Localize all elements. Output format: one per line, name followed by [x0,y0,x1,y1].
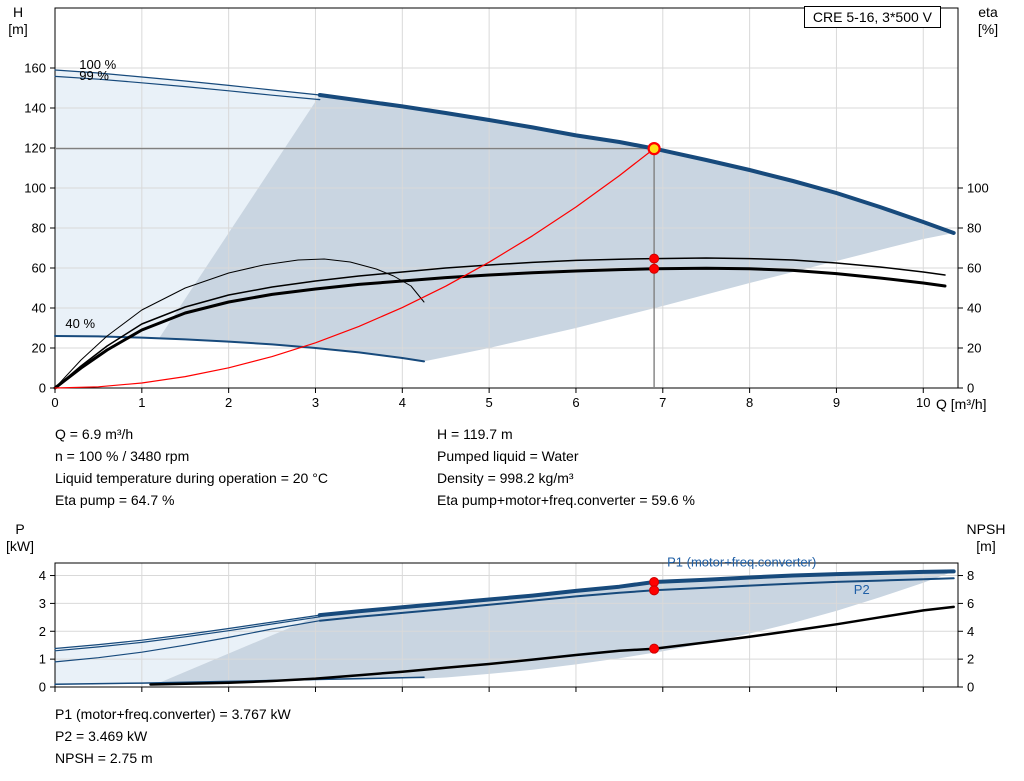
p1-point [649,577,660,588]
q-axis-label: Q [m³/h] [936,396,987,412]
curve-label: P2 [854,582,870,597]
eta-pump-motor-freq-curve [53,266,947,390]
curve-label: P1 (motor+freq.converter) [667,554,816,569]
pump-curve-100pct [317,93,956,235]
right-axis-tick-label: 6 [967,596,974,611]
pump-curve-99pct [54,75,321,101]
eta-pump-point [649,253,660,264]
x-axis-tick-label: 8 [746,395,753,410]
left-axis-tick-label: 40 [32,301,46,316]
eta-axis-symbol: eta [978,4,998,20]
eta-reduced-speed-curve [54,258,425,389]
power-info-block: P1 (motor+freq.converter) = 3.767 kW P2 … [55,703,291,769]
info-line-p2: P2 = 3.469 kW [55,728,148,744]
qh-eta-chart: 0 20 40 60 80 100 120 140 160 0 20 40 60 80 100 0 1 2 3 4 5 6… [24,7,989,410]
eta-total-point [649,263,660,274]
right-axis-tick-label: 40 [967,301,981,316]
right-axis-tick-label: 60 [967,261,981,276]
p-axis-label: P [kW] [0,521,40,555]
info-line-p1: P1 (motor+freq.converter) = 3.767 kW [55,706,291,722]
x-axis-tick-label: 2 [225,395,232,410]
x-axis-tick-label: 1 [138,395,145,410]
left-axis-tick-label: 0 [39,381,46,396]
left-axis-tick-label: 120 [24,141,46,156]
npsh-axis-symbol: NPSH [966,521,1006,537]
x-axis-tick-label: 6 [572,395,579,410]
power-npsh-chart: 0 1 2 3 4 0 2 4 6 8 P1 (motor+freq.converter) P2 [39,554,974,695]
x-axis-tick-label: 4 [399,395,406,410]
info-line-q: Q = 6.9 m³/h [55,426,134,442]
p-axis-symbol: P [15,521,25,537]
left-axis-tick-label: 0 [39,680,46,695]
left-axis-tick-label: 60 [32,261,46,276]
duty-info-right: H = 119.7 m Pumped liquid = Water Densit… [437,423,695,511]
p1-curve [317,569,956,618]
info-line-eta-total: Eta pump+motor+freq.converter = 59.6 % [437,492,695,508]
curve-label: 40 % [65,316,95,331]
info-line-speed: n = 100 % / 3480 rpm [55,448,190,464]
power-envelope-dark [159,571,954,683]
left-axis-tick-label: 160 [24,61,46,76]
x-axis-tick-label: 5 [486,395,493,410]
h-axis-unit: [m] [8,21,28,37]
h-axis-symbol: H [12,4,24,20]
npsh-axis-label: NPSH [m] [958,521,1014,555]
left-axis-tick-label: 1 [39,652,46,667]
x-axis-tick-label: 9 [833,395,840,410]
duty-point [647,142,661,156]
curve-label: 99 % [79,68,109,83]
x-axis-tick-label: 3 [312,395,319,410]
x-axis-tick-label: 7 [659,395,666,410]
h-axis-label: H [m] [0,4,36,38]
right-axis-tick-label: 8 [967,568,974,583]
right-axis-tick-label: 0 [967,680,974,695]
system-curve [54,148,655,389]
p-axis-unit: [kW] [6,538,34,554]
p1-curve-99pct [54,616,321,652]
npsh-curve [149,605,955,686]
eta-pump-curve [54,257,946,389]
left-axis-tick-label: 80 [32,221,46,236]
right-axis-tick-label: 4 [967,624,974,639]
pump-curve-100pct-low-flow [54,69,321,96]
right-axis-tick-label: 2 [967,652,974,667]
info-line-temperature: Liquid temperature during operation = 20… [55,470,328,486]
duty-info-left: Q = 6.9 m³/h n = 100 % / 3480 rpm Liquid… [55,423,328,511]
info-line-eta-pump: Eta pump = 64.7 % [55,492,175,508]
info-line-liquid: Pumped liquid = Water [437,448,579,464]
x-axis-tick-label: 0 [51,395,58,410]
info-line-density: Density = 998.2 kg/m³ [437,470,574,486]
npsh-axis-unit: [m] [976,538,996,554]
speed-envelope-light [55,70,320,338]
plot-frame [54,562,959,688]
left-axis-tick-label: 3 [39,596,46,611]
left-axis-tick-label: 20 [32,341,46,356]
left-axis-tick-label: 4 [39,568,46,583]
left-axis-tick-label: 140 [24,101,46,116]
p2-point [649,585,660,596]
right-axis-tick-label: 0 [967,381,974,396]
info-line-npsh: NPSH = 2.75 m [55,750,153,766]
right-axis-tick-label: 20 [967,341,981,356]
right-axis-tick-label: 100 [967,181,989,196]
p2-curve-low-flow [54,620,321,663]
x-axis-tick-label: 10 [916,395,930,410]
pump-title-box: CRE 5-16, 3*500 V [803,6,941,28]
right-axis-tick-label: 80 [967,221,981,236]
curve-label: 100 % [79,57,116,72]
info-line-h: H = 119.7 m [437,426,513,442]
p1-curve-low-flow [54,614,321,650]
left-axis-tick-label: 2 [39,624,46,639]
left-axis-tick-label: 100 [24,181,46,196]
eta-axis-label: eta [%] [964,4,1012,38]
npsh-point [649,643,660,654]
eta-axis-unit: [%] [977,21,999,37]
plot-frame [54,7,959,389]
p2-curve [318,577,955,622]
